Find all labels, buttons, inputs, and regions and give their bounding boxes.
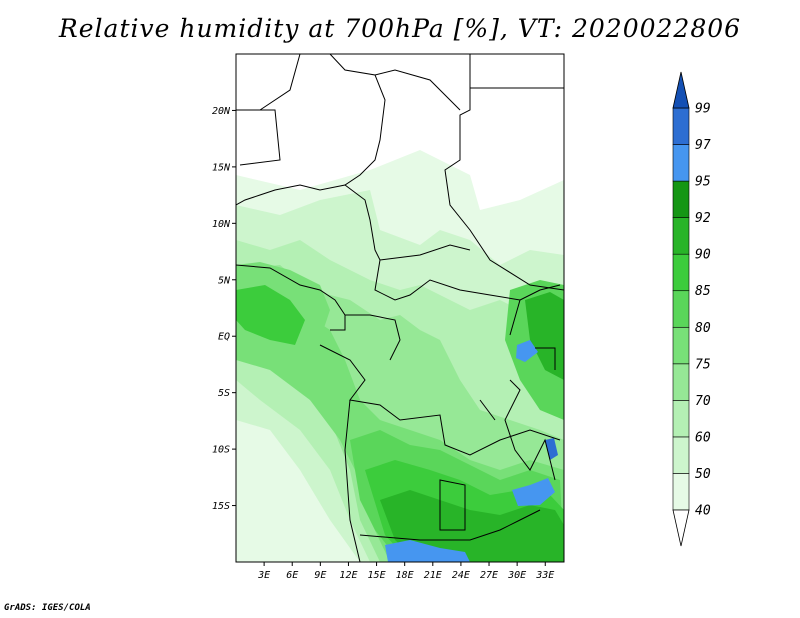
colorbar-swatch [672,400,690,438]
colorbar-swatch [672,217,690,255]
colorbar-swatch [672,180,690,218]
humidity-area-97-south [385,540,470,562]
colorbar-swatch [672,473,690,511]
lat-tick-label: 20N [212,106,231,117]
lon-tick-label: 6E [286,570,298,581]
colorbar-label: 99 [695,102,711,117]
lon-tick-label: 9E [314,570,326,581]
lon-tick-label: 21E [424,570,442,581]
chart-title: Relative humidity at 700hPa [%], VT: 202… [58,14,742,43]
colorbar-swatch [672,436,690,474]
colorbar-label: 97 [695,138,711,153]
humidity-area-97-east [512,478,555,506]
latitude-axis: 20N 15N 10N 5N EQ 5S 10S 15S [212,106,236,512]
lat-tick-label: 5S [218,388,230,399]
colorbar-label: 95 [695,175,711,190]
map-frame [235,53,565,563]
colorbar-swatch [672,363,690,401]
colorbar-label: 40 [695,504,711,519]
humidity-area-gulf-core [236,285,305,345]
lat-tick-label: 10N [212,219,231,230]
colorbar-swatch [672,144,690,182]
humidity-field [236,54,564,562]
humidity-area-97-lake [516,340,538,362]
lon-tick-label: 12E [339,570,357,581]
colorbar-label: 92 [695,211,711,226]
longitude-axis: 3E 6E 9E 12E 15E 18E 21E 24E 27E 30E 33E [257,562,554,581]
lon-tick-label: 3E [257,570,270,581]
humidity-area-90 [380,490,564,562]
colorbar-swatch [672,290,690,328]
colorbar-top-arrow [672,71,690,109]
colorbar-label: 70 [695,394,711,409]
colorbar-swatch [672,253,690,292]
colorbar-label: 85 [695,284,711,299]
lon-tick-label: 33E [535,570,554,581]
colorbar: 40 50 60 70 75 80 85 90 92 95 97 99 [672,71,711,547]
colorbar-label: 90 [695,248,711,263]
lat-tick-label: 10S [212,445,230,456]
lat-tick-label: 15N [212,162,231,173]
colorbar-bottom-arrow [672,509,690,547]
lon-tick-label: 18E [396,570,414,581]
country-borders [236,54,564,562]
lon-tick-label: 27E [480,570,498,581]
colorbar-swatch [672,326,690,365]
lat-tick-label: EQ [218,332,230,343]
lat-tick-label: 5N [218,275,231,286]
grads-credit: GrADS: IGES/COLA [4,603,91,613]
colorbar-label: 80 [695,321,711,336]
lon-tick-label: 24E [452,570,470,581]
lon-tick-label: 30E [507,570,526,581]
colorbar-label: 50 [695,467,711,482]
humidity-area-99-lake [545,438,558,460]
colorbar-label: 60 [695,430,711,445]
lon-tick-label: 15E [368,570,386,581]
lat-tick-label: 15S [212,501,230,512]
colorbar-swatch [672,107,690,145]
humidity-area-east-core [525,292,564,380]
colorbar-label: 75 [695,357,711,372]
